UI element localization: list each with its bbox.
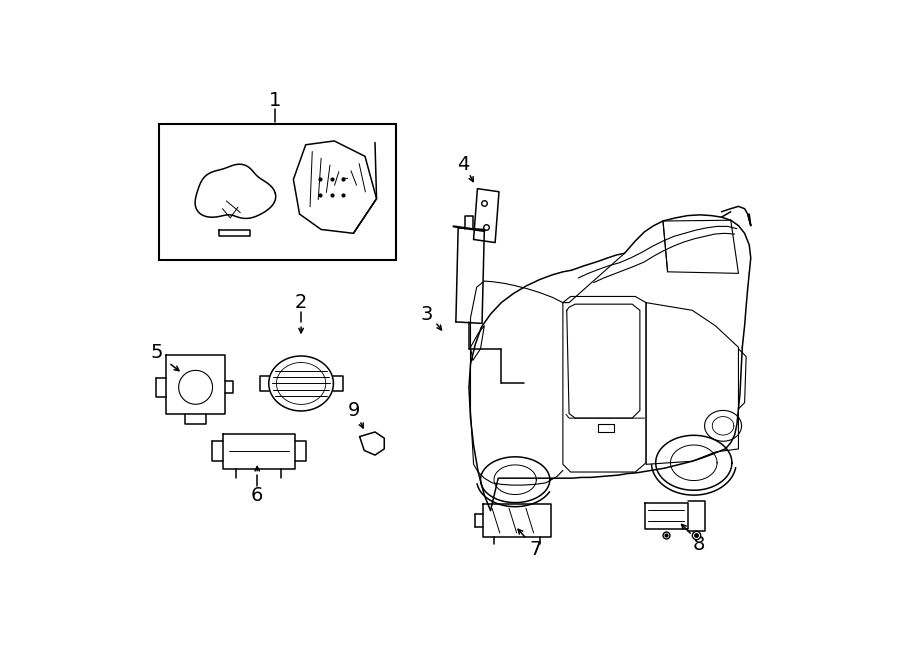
- Bar: [158, 124, 396, 260]
- Text: 1: 1: [269, 91, 281, 110]
- Text: 5: 5: [151, 343, 164, 362]
- Text: 9: 9: [347, 401, 360, 420]
- Text: 3: 3: [420, 305, 433, 324]
- Text: 6: 6: [251, 486, 264, 504]
- Text: 8: 8: [692, 535, 705, 554]
- Text: 7: 7: [529, 539, 542, 559]
- Text: 4: 4: [456, 155, 469, 174]
- Text: 2: 2: [295, 293, 307, 312]
